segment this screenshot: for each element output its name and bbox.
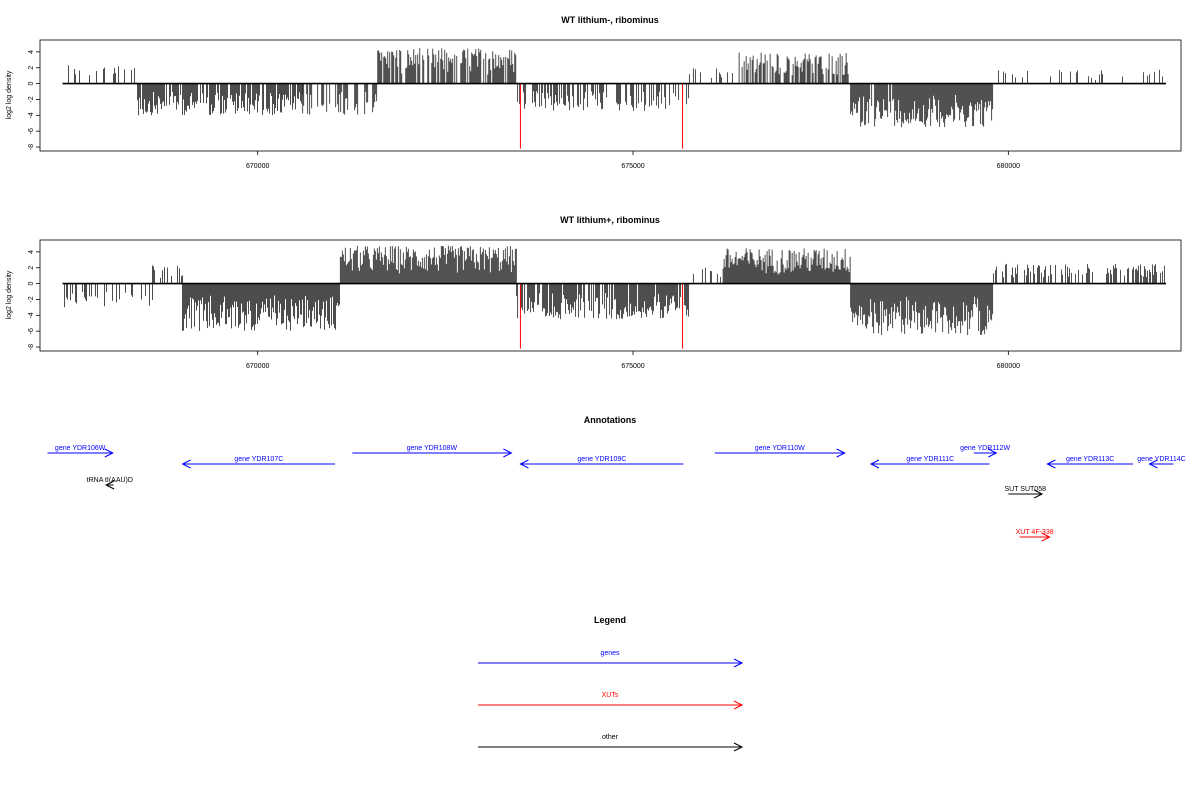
x-axis: 670000 675000 680000 [246,151,1020,170]
y-tick-label: 4 [28,250,35,254]
legend-title: Legend [594,615,626,625]
feature-other: tRNA tI(AAU)D [87,477,133,490]
feature-other: SUT SUT058 [1004,486,1046,499]
density-bars [68,48,1163,128]
arrow-head-icon [1033,489,1044,499]
y-tick-label: -6 [28,128,35,134]
feature-gene: gene YDR112W [960,445,1010,458]
y-tick-label: -8 [28,144,35,150]
x-tick-label: 675000 [621,163,644,170]
feature-gene: gene YDR106W [47,445,114,458]
x-tick-label: 670000 [246,363,269,370]
feature-label: gene YDR109C [577,456,626,463]
feature-label: gene YDR112W [960,445,1010,452]
feature-label: gene YDR107C [234,456,283,463]
x-tick-label: 680000 [997,363,1020,370]
y-tick-label: -2 [28,96,35,102]
y-tick-label: 0 [28,82,35,86]
feature-label: XUT 4F-338 [1016,529,1054,536]
y-tick-label: 2 [28,266,35,270]
feature-gene: gene YDR110W [714,445,846,458]
legend-items: genes XUTs other [478,650,744,752]
y-tick-label: -4 [28,112,35,118]
track-panel-lithium-plus: WT lithium+, ribominus log2 log density … [6,215,1182,370]
legend-label: genes [600,650,620,657]
track-panel-lithium-minus: WT lithium-, ribominus log2 log density … [6,15,1182,170]
feature-gene: gene YDR107C [181,456,336,469]
legend-label: other [602,734,619,741]
feature-label: SUT SUT058 [1004,486,1046,493]
arrow-head-icon [733,700,744,710]
arrow-head-icon [503,448,513,458]
plot-frame [39,239,1182,352]
y-tick-label: -8 [28,344,35,350]
feature-gene: gene YDR109C [519,456,684,469]
panel-title: WT lithium-, ribominus [561,15,659,25]
legend-item-xut: XUTs [478,692,744,710]
feature-xut: XUT 4F-338 [1016,529,1054,542]
y-axis-label: log2 log density [6,270,13,319]
feature-gene: gene YDR113C [1046,456,1133,469]
plot-frame [39,39,1182,152]
y-tick-label: -2 [28,296,35,302]
legend-item-gene: genes [478,650,744,668]
feature-label: gene YDR113C [1066,456,1114,463]
y-tick-label: 2 [28,66,35,70]
arrow-head-icon [988,448,998,458]
arrow-head-icon [519,459,529,469]
y-axis: 4 2 0 -2 -4 -6 -8 [28,50,40,150]
y-tick-label: 0 [28,282,35,286]
y-axis: 4 2 0 -2 -4 -6 -8 [28,250,40,350]
arrow-head-icon [104,480,115,490]
feature-label: gene YDR108W [407,445,458,452]
arrow-head-icon [733,742,744,752]
x-tick-label: 675000 [621,363,644,370]
feature-label: gene YDR111C [906,456,954,463]
y-tick-label: -4 [28,312,35,318]
arrow-head-icon [104,448,114,458]
y-tick-label: 4 [28,50,35,54]
feature-label: tRNA tI(AAU)D [87,477,133,484]
feature-gene: gene YDR108W [352,445,513,458]
feature-gene: gene YDR111C [869,456,990,469]
annotations-title: Annotations [584,415,637,425]
legend-panel: Legend genes XUTs other [478,615,744,752]
feature-label: gene YDR106W [55,445,106,452]
arrow-head-icon [1148,459,1158,469]
legend-label: XUTs [602,692,619,699]
x-axis: 670000 675000 680000 [246,351,1020,370]
panel-title: WT lithium+, ribominus [560,215,660,225]
feature-label: gene YDR114C [1137,456,1185,463]
feature-label: gene YDR110W [755,445,805,452]
legend-item-other: other [478,734,744,752]
x-tick-label: 670000 [246,163,269,170]
feature-gene: gene YDR114C [1137,456,1186,469]
y-tick-label: -6 [28,328,35,334]
x-tick-label: 680000 [997,163,1020,170]
highlight-bars [519,283,684,349]
arrow-head-icon [181,459,191,469]
annotations-panel: Annotations gene YDR106W gene YDR107C tRNA… [47,415,1186,542]
density-bars [64,245,1165,336]
feature-list: gene YDR106W gene YDR107C tRNA tI(AAU)D gen… [47,445,1186,542]
arrow-head-icon [733,658,744,668]
arrow-head-icon [836,448,846,458]
arrow-head-icon [1046,459,1056,469]
arrow-head-icon [869,459,880,469]
arrow-head-icon [1041,532,1051,542]
highlight-bars [519,83,684,149]
y-axis-label: log2 log density [6,70,13,119]
